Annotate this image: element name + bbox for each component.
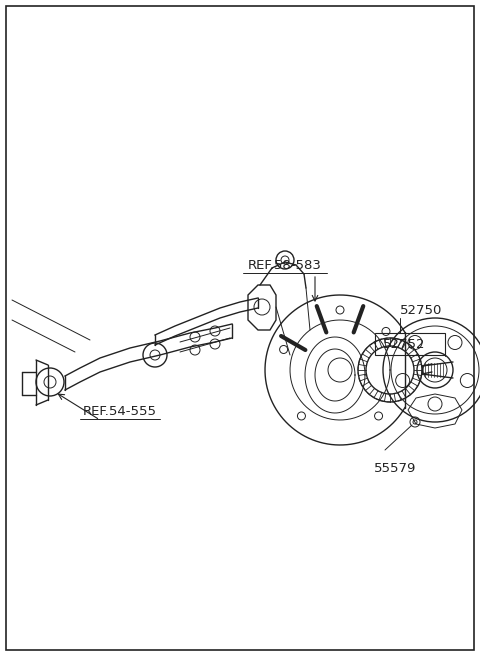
Text: REF.58-583: REF.58-583: [248, 259, 322, 272]
Text: 55579: 55579: [374, 462, 416, 475]
Text: 52750: 52750: [400, 304, 443, 316]
Text: 52752: 52752: [383, 338, 425, 352]
Bar: [375, 333, 445, 355]
Text: REF.54-555: REF.54-555: [83, 405, 157, 418]
